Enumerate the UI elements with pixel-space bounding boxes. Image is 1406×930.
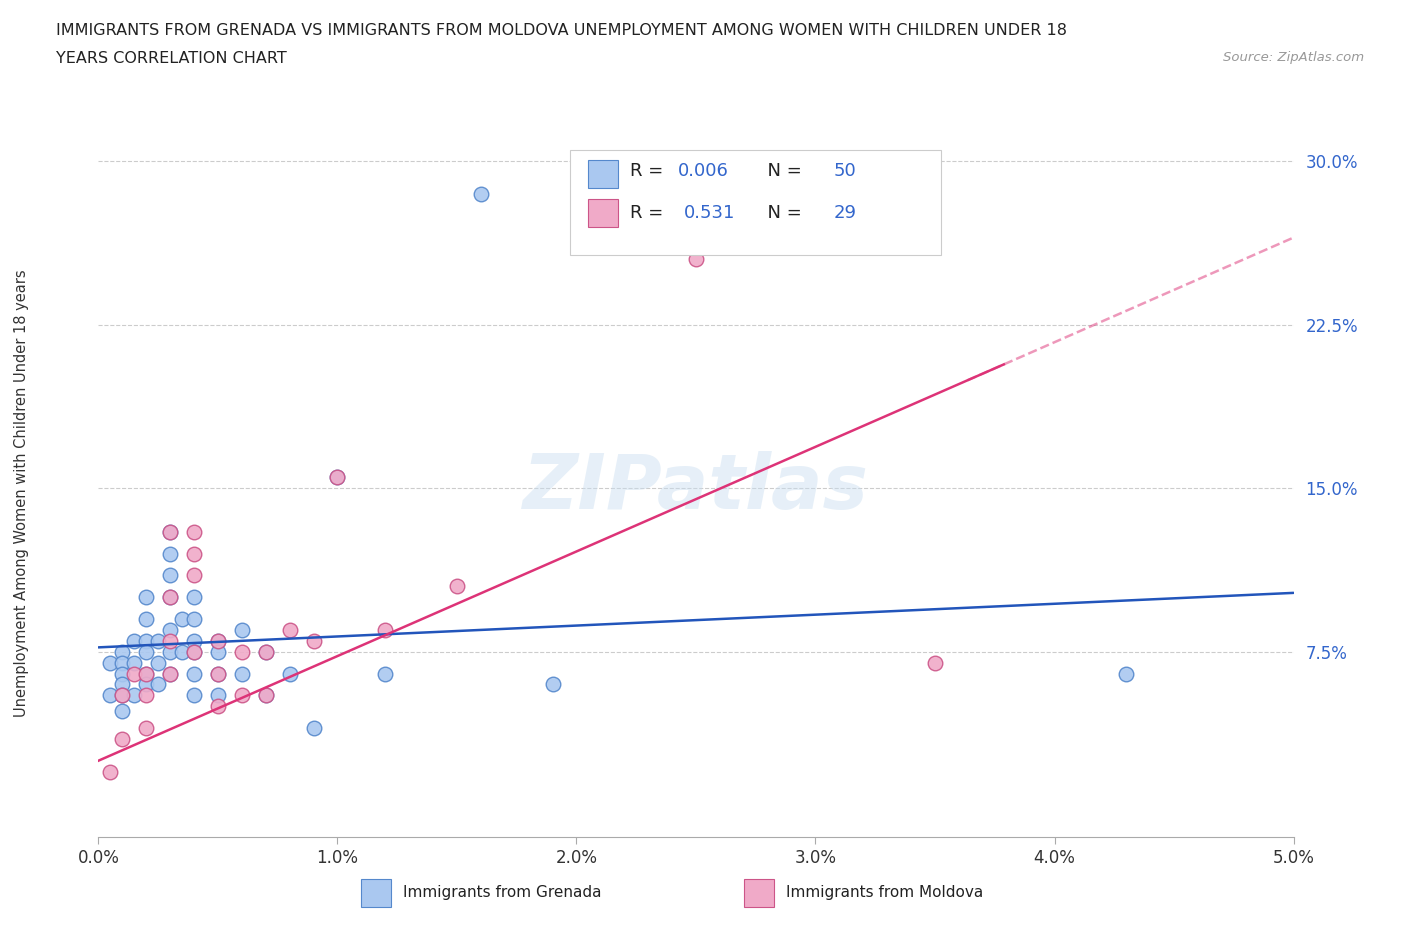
Point	[159, 633, 181, 648]
Point	[135, 688, 157, 703]
Point	[374, 666, 396, 681]
Point	[326, 470, 349, 485]
Point	[159, 525, 181, 539]
Point	[111, 688, 134, 703]
Point	[159, 590, 181, 604]
Point	[111, 703, 134, 718]
Point	[135, 677, 157, 692]
Point	[231, 622, 253, 637]
Text: IMMIGRANTS FROM GRENADA VS IMMIGRANTS FROM MOLDOVA UNEMPLOYMENT AMONG WOMEN WITH: IMMIGRANTS FROM GRENADA VS IMMIGRANTS FR…	[56, 23, 1067, 38]
Point	[254, 644, 277, 659]
Point	[135, 644, 157, 659]
Point	[159, 568, 181, 583]
Point	[124, 633, 146, 648]
Point	[111, 688, 134, 703]
Point	[470, 187, 492, 202]
Point	[98, 688, 122, 703]
Point	[446, 578, 468, 593]
Point	[159, 666, 181, 681]
Point	[254, 644, 277, 659]
Point	[172, 612, 194, 627]
Point	[183, 590, 205, 604]
Point	[183, 688, 205, 703]
Point	[254, 688, 277, 703]
Text: 50: 50	[834, 162, 856, 179]
Point	[159, 644, 181, 659]
Point	[231, 666, 253, 681]
Point	[207, 666, 229, 681]
Point	[302, 633, 325, 648]
Point	[254, 688, 277, 703]
Point	[231, 644, 253, 659]
Point	[135, 721, 157, 736]
Text: 0.006: 0.006	[678, 162, 728, 179]
Point	[135, 666, 157, 681]
Point	[98, 764, 122, 779]
Text: R =: R =	[630, 204, 675, 221]
Point	[111, 666, 134, 681]
Point	[326, 470, 349, 485]
Point	[159, 622, 181, 637]
Point	[183, 666, 205, 681]
Bar	[361, 879, 391, 907]
Text: ZIPatlas: ZIPatlas	[523, 451, 869, 525]
FancyBboxPatch shape	[571, 150, 941, 255]
Point	[302, 721, 325, 736]
Text: 0.531: 0.531	[685, 204, 735, 221]
Text: YEARS CORRELATION CHART: YEARS CORRELATION CHART	[56, 51, 287, 66]
Bar	[744, 879, 773, 907]
Point	[231, 688, 253, 703]
Point	[124, 655, 146, 670]
Text: Immigrants from Moldova: Immigrants from Moldova	[786, 885, 983, 900]
Text: R =: R =	[630, 162, 669, 179]
Point	[148, 677, 170, 692]
Text: Source: ZipAtlas.com: Source: ZipAtlas.com	[1223, 51, 1364, 64]
Point	[159, 546, 181, 561]
Point	[159, 590, 181, 604]
Point	[111, 732, 134, 747]
Point	[183, 612, 205, 627]
Point	[111, 644, 134, 659]
Point	[207, 698, 229, 713]
Point	[207, 666, 229, 681]
Point	[135, 633, 157, 648]
Text: Immigrants from Grenada: Immigrants from Grenada	[404, 885, 602, 900]
Point	[135, 612, 157, 627]
Point	[207, 633, 229, 648]
Text: 29: 29	[834, 204, 856, 221]
Point	[183, 644, 205, 659]
Point	[541, 677, 564, 692]
Point	[207, 633, 229, 648]
Point	[183, 546, 205, 561]
Point	[172, 644, 194, 659]
Point	[124, 666, 146, 681]
Text: Unemployment Among Women with Children Under 18 years: Unemployment Among Women with Children U…	[14, 269, 28, 717]
Point	[148, 633, 170, 648]
Text: N =: N =	[756, 162, 807, 179]
Point	[183, 525, 205, 539]
Text: N =: N =	[756, 204, 807, 221]
Point	[159, 666, 181, 681]
Point	[685, 252, 707, 267]
Point	[135, 590, 157, 604]
Point	[278, 666, 301, 681]
Point	[148, 655, 170, 670]
Point	[111, 655, 134, 670]
Bar	[589, 199, 619, 227]
Point	[98, 655, 122, 670]
Point	[159, 525, 181, 539]
Point	[183, 633, 205, 648]
Point	[1115, 666, 1137, 681]
Point	[111, 677, 134, 692]
Point	[207, 644, 229, 659]
Point	[135, 666, 157, 681]
Point	[207, 688, 229, 703]
Point	[924, 655, 946, 670]
Bar	[589, 160, 619, 188]
Point	[124, 688, 146, 703]
Point	[374, 622, 396, 637]
Point	[278, 622, 301, 637]
Point	[183, 568, 205, 583]
Point	[183, 644, 205, 659]
